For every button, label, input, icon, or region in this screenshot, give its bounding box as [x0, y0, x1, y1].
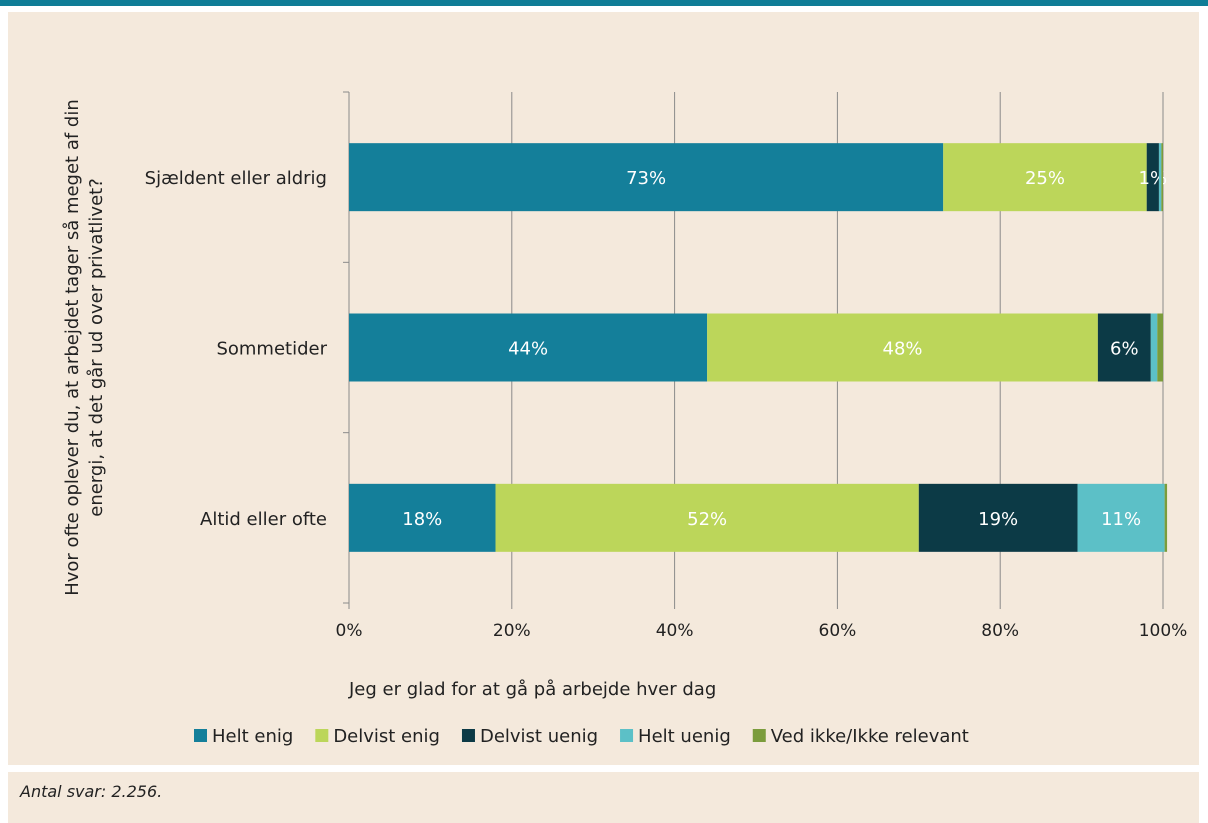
legend-swatch [620, 729, 634, 742]
legend-label: Ved ikke/Ikke relevant [771, 726, 969, 747]
category-label: Sjældent eller aldrig [145, 168, 327, 189]
x-axis-title: Jeg er glad for at gå på arbejde hver da… [348, 679, 716, 700]
data-label: 19% [978, 509, 1018, 530]
bar-segment [707, 313, 1098, 382]
y-axis-title: Hvor ofte oplever du, at arbejdet tager … [62, 99, 83, 596]
legend-label: Helt uenig [638, 726, 731, 747]
bar-segment [918, 483, 1078, 552]
chart-panel: 0% 20% 40% 60% 80% 100% 73% 25% 1% Sjældent eller… [8, 12, 1199, 765]
x-tick-label: 100% [1139, 621, 1188, 641]
x-tick-label: 60% [819, 621, 857, 641]
data-label: 44% [508, 339, 548, 360]
legend-label: Delvist enig [333, 726, 440, 747]
bar-segment [349, 313, 708, 382]
category-label: Altid eller ofte [200, 509, 327, 530]
bar-segment [943, 143, 1147, 212]
data-label: 25% [1025, 168, 1065, 189]
bar-segment [349, 143, 944, 212]
legend-swatch [752, 729, 766, 742]
x-tick-label: 0% [336, 621, 363, 641]
x-tick-label: 80% [981, 621, 1019, 641]
x-tick-label: 40% [656, 621, 694, 641]
response-count-note: Antal svar: 2.256. [20, 782, 163, 801]
data-label: 11% [1101, 509, 1141, 530]
bar-segment [1146, 143, 1159, 212]
data-label: 48% [883, 339, 923, 360]
bar-segment [1077, 483, 1165, 552]
data-label: 73% [626, 168, 666, 189]
y-axis-title: energi, at det går ud over privatlivet? [86, 178, 107, 517]
legend-label: Helt enig [212, 726, 293, 747]
data-label: 52% [687, 509, 727, 530]
bar-segment [1158, 143, 1162, 212]
top-accent-bar [0, 0, 1208, 6]
legend-swatch [461, 729, 475, 742]
category-label: Sommetider [216, 339, 327, 360]
bar-segment [1164, 483, 1168, 552]
legend-swatch [315, 729, 329, 742]
data-label: 6% [1110, 339, 1139, 360]
bar-segment [1097, 313, 1151, 382]
bar-segment [1150, 313, 1158, 382]
data-label: 18% [402, 509, 442, 530]
legend-label: Delvist uenig [480, 726, 598, 747]
stacked-bar-chart: 0% 20% 40% 60% 80% 100%73% 25% 1%Sjældent eller… [62, 91, 1188, 747]
legend-swatch [194, 729, 207, 742]
bar-segment [349, 483, 496, 552]
footer-panel: Antal svar: 2.256. [8, 772, 1199, 823]
bar-segment [495, 483, 919, 552]
bar-segment [1161, 143, 1163, 212]
x-tick-label: 20% [493, 621, 531, 641]
bar-segment [1157, 313, 1163, 382]
